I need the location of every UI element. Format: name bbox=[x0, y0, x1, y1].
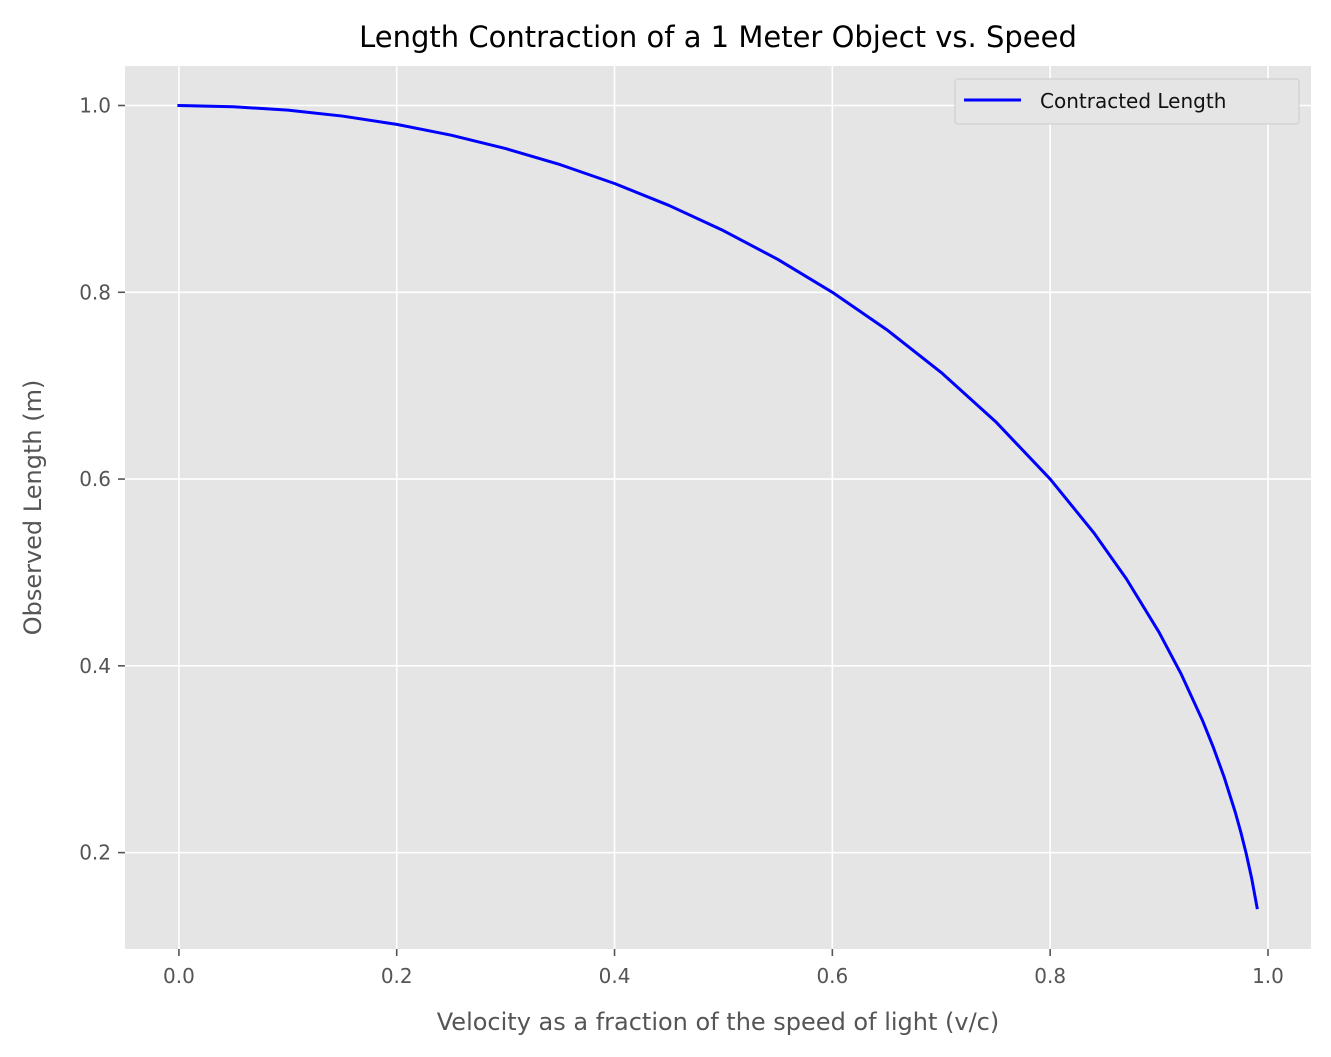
chart-title: Length Contraction of a 1 Meter Object v… bbox=[359, 20, 1077, 54]
series-line bbox=[177, 103, 1259, 910]
plot-area bbox=[125, 66, 1311, 949]
x-tick-label: 0.2 bbox=[381, 964, 413, 988]
x-axis-label: Velocity as a fraction of the speed of l… bbox=[437, 1008, 999, 1036]
y-tick-label: 0.2 bbox=[79, 841, 111, 865]
ticks: 0.0 0.2 0.4 0.6 0.8 1.0 0.2 0.4 0.6 0.8 1.0 bbox=[79, 94, 1284, 988]
legend: Contracted Length bbox=[954, 78, 1300, 125]
x-tick-label: 0.4 bbox=[599, 964, 631, 988]
x-tick-label: 0.8 bbox=[1034, 964, 1066, 988]
x-tick-label: 0.0 bbox=[163, 964, 195, 988]
y-tick-label: 0.8 bbox=[79, 280, 111, 304]
x-tick-label: 1.0 bbox=[1252, 964, 1284, 988]
y-tick-label: 0.6 bbox=[79, 467, 111, 491]
legend-box bbox=[954, 78, 1300, 125]
series-group bbox=[177, 103, 1259, 910]
legend-entry-label: Contracted Length bbox=[1040, 89, 1226, 113]
x-tick-label: 0.6 bbox=[816, 964, 848, 988]
y-tick-label: 1.0 bbox=[79, 94, 111, 118]
y-axis-label: Observed Length (m) bbox=[19, 380, 47, 636]
y-tick-label: 0.4 bbox=[79, 654, 111, 678]
